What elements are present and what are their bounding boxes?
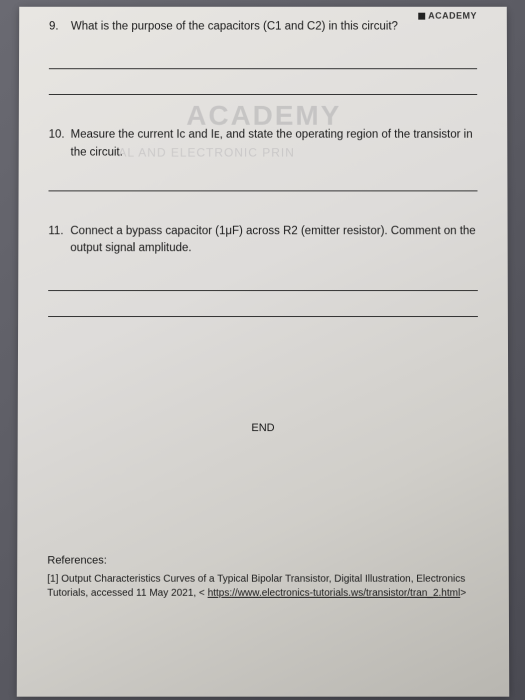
brand-text: ACADEMY <box>428 11 477 21</box>
question-11: 11. Connect a bypass capacitor (1μF) acr… <box>48 223 478 317</box>
answer-line <box>48 169 477 191</box>
question-9: 9. What is the purpose of the capacitors… <box>48 19 476 96</box>
question-text: 11. Connect a bypass capacitor (1μF) acr… <box>48 223 477 257</box>
brand-square-icon <box>418 13 425 20</box>
worksheet-page: ACADEMY 9. What is the purpose of the ca… <box>16 7 508 697</box>
answer-line <box>48 44 476 70</box>
reference-suffix: > <box>460 588 466 599</box>
reference-link: https://www.electronics-tutorials.ws/tra… <box>207 588 460 599</box>
question-body: What is the purpose of the capacitors (C… <box>70 19 476 36</box>
end-marker: END <box>47 422 478 434</box>
header-brand: ACADEMY <box>418 11 477 21</box>
question-text: 9. What is the purpose of the capacitors… <box>48 19 476 36</box>
answer-line <box>48 291 478 317</box>
question-text: 10. Measure the current Iᴄ and Iᴇ, and s… <box>48 127 477 161</box>
question-body: Connect a bypass capacitor (1μF) across … <box>70 223 477 257</box>
question-body: Measure the current Iᴄ and Iᴇ, and state… <box>70 127 477 161</box>
answer-line <box>48 265 478 291</box>
question-10: 10. Measure the current Iᴄ and Iᴇ, and s… <box>48 127 477 191</box>
question-number: 11. <box>48 223 70 257</box>
question-number: 10. <box>48 127 70 161</box>
question-number: 9. <box>48 19 70 36</box>
reference-item: [1] Output Characteristics Curves of a T… <box>47 573 479 601</box>
answer-line <box>48 69 476 95</box>
references-heading: References: <box>47 555 478 567</box>
